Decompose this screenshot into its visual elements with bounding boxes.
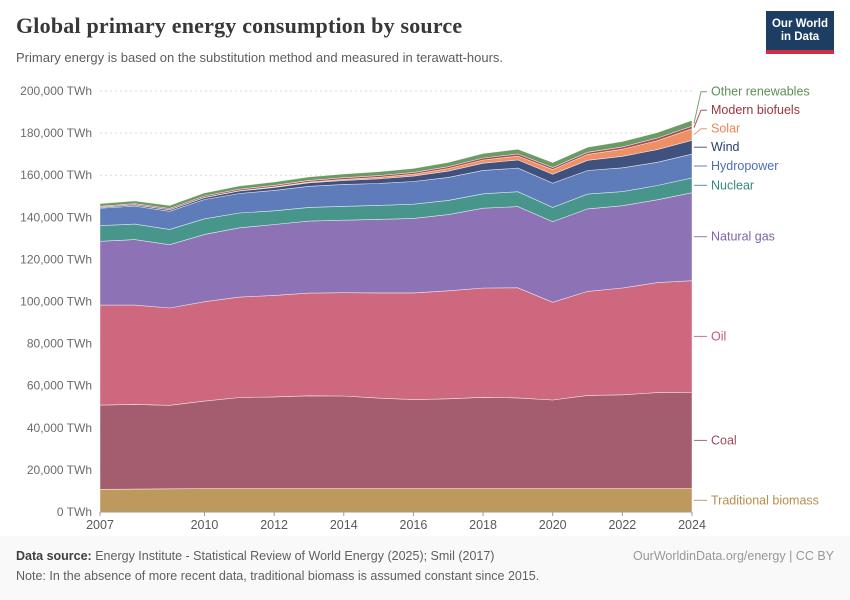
y-axis-label: 100,000 TWh — [20, 295, 92, 309]
footer: Data source: Energy Institute - Statisti… — [0, 536, 850, 600]
credit-link[interactable]: OurWorldinData.org/energy | CC BY — [632, 549, 834, 563]
legend-label-natural-gas[interactable]: Natural gas — [711, 230, 775, 244]
y-axis-label: 160,000 TWh — [20, 168, 92, 182]
page-title: Global primary energy consumption by sou… — [16, 13, 463, 38]
data-source-line: Data source: Energy Institute - Statisti… — [16, 548, 494, 565]
legend-label-solar[interactable]: Solar — [711, 122, 740, 136]
legend-label-wind[interactable]: Wind — [711, 140, 740, 154]
x-axis-label: 2016 — [400, 518, 428, 532]
y-axis-label: 20,000 TWh — [27, 463, 92, 477]
y-axis-label: 200,000 TWh — [20, 84, 92, 98]
area-coal[interactable] — [99, 391, 693, 490]
y-axis-label: 180,000 TWh — [20, 126, 92, 140]
legend-label-hydropower[interactable]: Hydropower — [711, 159, 778, 173]
x-axis-label: 2014 — [330, 518, 358, 532]
x-axis-label: 2020 — [539, 518, 567, 532]
legend-connector — [693, 109, 707, 128]
legend-label-other-renewables[interactable]: Other renewables — [711, 85, 810, 99]
x-axis-label: 2018 — [469, 518, 497, 532]
owid-logo[interactable]: Our World in Data — [766, 11, 834, 54]
y-axis-label: 0 TWh — [57, 505, 92, 519]
legend-label-oil[interactable]: Oil — [711, 329, 726, 343]
y-axis-label: 140,000 TWh — [20, 210, 92, 224]
y-axis-label: 80,000 TWh — [27, 337, 92, 351]
x-axis-label: 2007 — [86, 518, 114, 532]
x-axis-label: 2010 — [191, 518, 219, 532]
legend-label-coal[interactable]: Coal — [711, 433, 737, 447]
note-text: In the absence of more recent data, trad… — [49, 569, 540, 583]
data-source-text: Energy Institute - Statistical Review of… — [95, 549, 495, 563]
y-axis-label: 40,000 TWh — [27, 421, 92, 435]
legend-label-traditional-biomass[interactable]: Traditional biomass — [711, 493, 819, 507]
note-line: Note: In the absence of more recent data… — [16, 569, 834, 583]
owid-logo-line1: Our World — [771, 18, 828, 30]
data-source-label: Data source: — [16, 549, 92, 563]
y-axis-label: 120,000 TWh — [20, 252, 92, 266]
y-axis-label: 60,000 TWh — [27, 379, 92, 393]
x-axis-label: 2024 — [678, 518, 706, 532]
x-axis-label: 2022 — [608, 518, 636, 532]
legend-connector — [693, 91, 707, 124]
legend-connector — [693, 128, 707, 135]
chart-subtitle: Primary energy is based on the substitut… — [16, 50, 504, 65]
owid-logo-line2: in Data — [780, 31, 820, 43]
area-other-renewables[interactable] — [99, 119, 693, 209]
note-label: Note: — [16, 569, 46, 583]
area-traditional-biomass[interactable] — [99, 488, 693, 513]
legend-label-modern-biofuels[interactable]: Modern biofuels — [711, 103, 800, 117]
legend-label-nuclear[interactable]: Nuclear — [711, 178, 754, 192]
x-axis-label: 2012 — [260, 518, 288, 532]
